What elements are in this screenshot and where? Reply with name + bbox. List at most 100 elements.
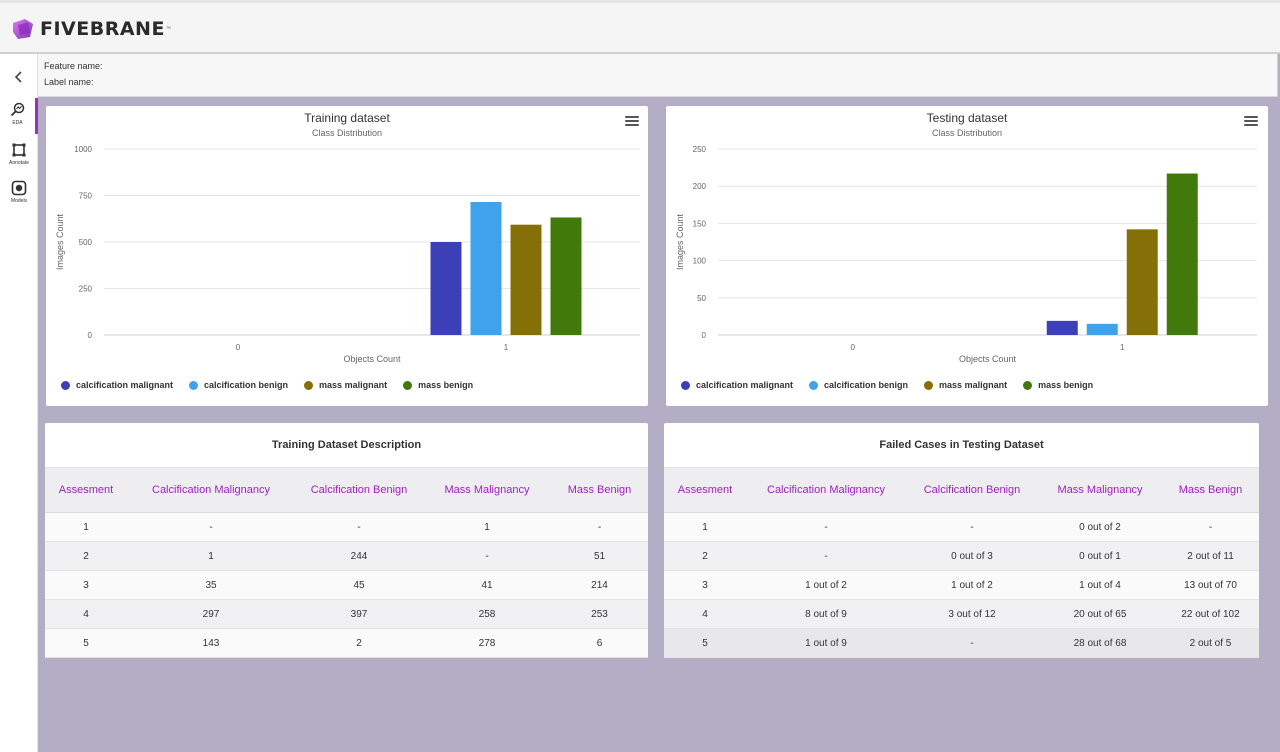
table-cell: 22 out of 102 <box>1162 599 1259 629</box>
table-cell: 3 <box>45 570 127 600</box>
legend-label: calcification malignant <box>696 380 794 390</box>
table-cell: 253 <box>551 599 648 629</box>
y-tick-label: 0 <box>702 331 707 340</box>
table-cell: 20 out of 65 <box>1038 599 1162 629</box>
label-name-label: Label name: <box>44 77 94 87</box>
column-header[interactable]: Assesment <box>664 467 746 513</box>
nav-item-annotate[interactable]: Annotate <box>0 138 38 174</box>
table-cell: 35 <box>127 570 295 600</box>
table-cell: 143 <box>127 628 295 658</box>
column-header[interactable]: Calcification Benign <box>906 467 1038 513</box>
table-cell: 0 out of 2 <box>1038 512 1162 542</box>
table-cell: 1 out of 9 <box>746 628 906 658</box>
chart-menu-button[interactable] <box>625 116 639 128</box>
table-cell: 1 out of 4 <box>1038 570 1162 600</box>
table-cell: 297 <box>127 599 295 629</box>
table-cell: 2 <box>45 541 127 571</box>
x-axis-label: Objects Count <box>343 354 401 364</box>
back-button[interactable] <box>8 66 30 88</box>
app-logo[interactable]: FIVEBRANE ™ <box>10 15 171 43</box>
column-header[interactable]: Calcification Malignancy <box>127 467 295 513</box>
column-header[interactable]: Assesment <box>45 467 127 513</box>
testing-chart-card: Testing dataset Class Distribution 0 50 10… <box>666 106 1268 406</box>
bar-mass-malignant <box>1126 229 1158 335</box>
legend-item[interactable]: mass benign <box>1023 380 1093 390</box>
nav-item-eda[interactable]: EDA <box>0 98 38 134</box>
sidebar: EDA Annotate Models <box>0 54 38 752</box>
table-row: 2 1 244-51 <box>45 541 648 571</box>
bar-mass-benign <box>550 217 582 335</box>
table-cell: 397 <box>295 599 423 629</box>
table-cell: 5 <box>664 628 746 658</box>
table-cell: 13 out of 70 <box>1162 570 1259 600</box>
chart-subtitle: Class Distribution <box>311 128 383 138</box>
legend-item[interactable]: calcification malignant <box>61 380 173 390</box>
legend-item[interactable]: mass benign <box>403 380 473 390</box>
legend-swatch <box>924 380 934 390</box>
column-header[interactable]: Mass Benign <box>551 467 648 513</box>
table-cell: 5 <box>45 628 127 658</box>
table-cell: 4 <box>45 599 127 629</box>
table-cell: 45 <box>295 570 423 600</box>
training-bar-chart: 0 250 500 750 1000 0 1 Objects Count Images Coun… <box>55 145 640 364</box>
column-header[interactable]: Mass Malignancy <box>1038 467 1162 513</box>
table-cell: 1 out of 2 <box>906 570 1038 600</box>
feature-name-label: Feature name: <box>44 61 103 71</box>
legend-label: mass malignant <box>319 380 388 390</box>
info-bar: Feature name: Label name: <box>38 54 1278 97</box>
legend-item[interactable]: mass malignant <box>924 380 1007 390</box>
y-tick-label: 500 <box>79 238 93 247</box>
x-tick-label: 0 <box>851 343 856 352</box>
table-cell: 51 <box>551 541 648 571</box>
legend-item[interactable]: calcification malignant <box>681 380 793 390</box>
table-cell: 1 out of 2 <box>746 570 906 600</box>
legend-item[interactable]: mass malignant <box>304 380 387 390</box>
table-cell: 41 <box>423 570 551 600</box>
legend-label: calcification malignant <box>76 380 174 390</box>
chart-legend: calcification malignant calcification ben… <box>61 380 489 390</box>
y-tick-label: 250 <box>693 145 707 154</box>
chart-title: Testing dataset <box>926 111 1008 125</box>
model-icon <box>11 180 27 196</box>
y-tick-label: 200 <box>693 182 707 191</box>
nav-item-models[interactable]: Models <box>0 176 38 212</box>
table-row: 4 297 397 258 253 <box>45 599 648 629</box>
y-tick-label: 250 <box>79 285 93 294</box>
table-row: 5 143 2 278 6 <box>45 628 648 658</box>
column-header[interactable]: Mass Benign <box>1162 467 1259 513</box>
column-header[interactable]: Calcification Benign <box>295 467 423 513</box>
testing-bar-chart: 0 50 100 150 200 250 0 1 Objects Count Images Cou… <box>675 145 1257 364</box>
table-cell: - <box>295 512 423 542</box>
y-tick-label: 750 <box>79 192 93 201</box>
bar-calcification-benign <box>1086 323 1118 335</box>
legend-item[interactable]: calcification benign <box>809 380 908 390</box>
table-cell: 2 out of 11 <box>1162 541 1259 571</box>
chart-search-icon <box>10 102 24 117</box>
legend-label: mass benign <box>418 380 474 390</box>
table-title: Failed Cases in Testing Dataset <box>879 439 1044 451</box>
top-bar: FIVEBRANE ™ <box>0 0 1280 54</box>
table-cell: 3 <box>664 570 746 600</box>
bar-calcification-malignant <box>430 242 462 335</box>
crop-square-icon <box>12 143 26 157</box>
training-description-card: Training Dataset Description Assesment Ca… <box>45 423 648 658</box>
chart-menu-button[interactable] <box>1244 116 1258 128</box>
table-cell: 2 out of 5 <box>1162 628 1259 658</box>
bar-calcification-malignant <box>1046 320 1078 335</box>
table-cell: 28 out of 68 <box>1038 628 1162 658</box>
legend-item[interactable]: calcification benign <box>189 380 288 390</box>
y-tick-label: 150 <box>693 219 707 228</box>
table-cell: - <box>906 512 1038 542</box>
nav-label-models: Models <box>10 198 28 204</box>
table-row: 1--1- <box>45 512 648 542</box>
bar-mass-benign <box>1166 173 1198 335</box>
legend-swatch <box>1023 380 1033 390</box>
bar-mass-malignant <box>510 224 542 335</box>
chart-legend: calcification malignant calcification ben… <box>681 380 1109 390</box>
column-header[interactable]: Mass Malignancy <box>423 467 551 513</box>
table-cell: 3 out of 12 <box>906 599 1038 629</box>
column-header[interactable]: Calcification Malignancy <box>746 467 906 513</box>
chart-subtitle: Class Distribution <box>931 128 1003 138</box>
